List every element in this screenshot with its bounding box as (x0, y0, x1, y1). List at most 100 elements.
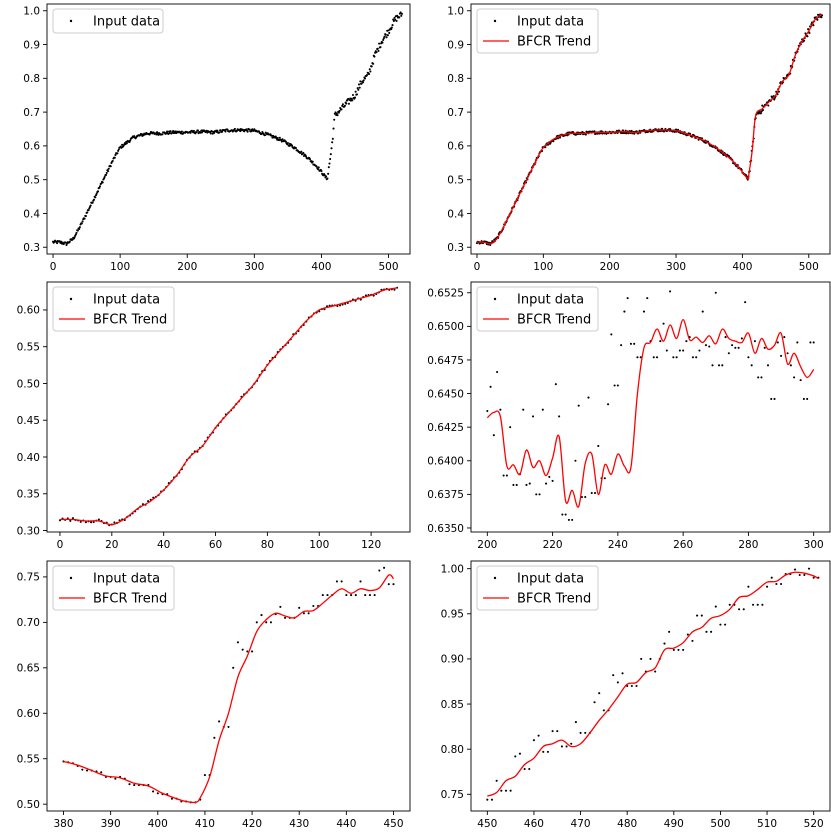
data-point (630, 129, 633, 132)
data-point (74, 233, 77, 236)
x-tick-label: 0 (57, 539, 64, 551)
data-point (128, 783, 131, 786)
data-point (812, 341, 815, 344)
data-point (724, 336, 727, 339)
data-point (721, 364, 724, 367)
data-point (766, 585, 769, 588)
data-point (200, 131, 204, 134)
data-point (621, 672, 624, 675)
data-point (357, 83, 361, 86)
data-point (317, 168, 320, 171)
data-point (302, 612, 305, 615)
legend-box (52, 565, 175, 611)
data-point (799, 379, 802, 382)
data-point (747, 356, 750, 359)
data-point (375, 51, 378, 54)
x-tick-label: 300 (804, 539, 824, 551)
x-tick-label: 300 (666, 261, 686, 273)
data-point (391, 24, 394, 27)
y-tick-label: 0.6475 (427, 355, 464, 367)
series-input-data (486, 290, 815, 521)
x-tick-label: 60 (209, 539, 222, 551)
data-point (678, 349, 681, 352)
x-tick-label: 450 (383, 818, 403, 830)
data-point (509, 789, 512, 792)
data-point (798, 573, 801, 577)
data-point (584, 133, 587, 136)
data-point (649, 657, 652, 660)
data-point (635, 684, 638, 688)
data-point (378, 569, 381, 572)
x-tick-label: 500 (710, 818, 730, 830)
data-point (357, 88, 360, 91)
chart-panel-4: 200 220 240 260 280 300 0.6350 0.6375 0.6400 0.64… (427, 281, 831, 551)
x-tick-label: 500 (379, 261, 399, 273)
data-point (724, 623, 727, 626)
data-point (338, 109, 341, 112)
data-point (714, 605, 717, 608)
data-point (180, 130, 183, 133)
legend-label-input-data: Input data (93, 293, 160, 308)
data-point (302, 151, 305, 154)
y-tick-label: 0.60 (17, 708, 40, 720)
data-point (73, 236, 76, 239)
data-point (806, 397, 809, 400)
data-point (331, 141, 334, 144)
data-point (383, 566, 386, 569)
data-point (109, 165, 112, 168)
data-point (663, 642, 666, 645)
y-tick-label: 0.6 (23, 141, 40, 153)
data-point (704, 344, 708, 347)
legend-box (476, 8, 599, 54)
data-point (528, 767, 531, 771)
data-point (224, 130, 227, 133)
data-point (325, 175, 328, 178)
data-point (584, 496, 587, 499)
data-point (602, 709, 605, 712)
data-point (307, 612, 310, 615)
data-point (770, 397, 773, 400)
legend-label-input-data: Input data (517, 293, 584, 308)
data-point (116, 152, 119, 155)
data-point (361, 81, 365, 84)
data-point (383, 35, 386, 38)
data-point (340, 580, 343, 583)
data-point (616, 384, 619, 387)
x-axis: 200 220 240 260 280 300 (477, 532, 824, 551)
data-point (531, 415, 535, 418)
x-tick-label: 200 (600, 261, 620, 273)
data-point (337, 111, 340, 114)
data-point (773, 98, 776, 101)
data-point (695, 356, 698, 359)
data-point (87, 209, 90, 212)
data-point (90, 521, 93, 524)
series-bfcr-trend-line (63, 574, 394, 804)
data-point (616, 681, 619, 684)
data-point (366, 73, 369, 77)
data-point (659, 340, 662, 343)
data-point (351, 93, 355, 97)
data-point (363, 77, 367, 80)
data-point (335, 580, 338, 583)
data-point (700, 614, 703, 617)
data-point (133, 784, 136, 787)
data-point (535, 493, 538, 496)
data-point (662, 322, 665, 325)
data-point (216, 129, 219, 132)
data-point (515, 483, 518, 487)
plot-area (62, 566, 395, 804)
data-point (760, 110, 763, 113)
data-point (81, 768, 84, 771)
data-point (701, 310, 704, 313)
legend-marker-points (493, 19, 497, 23)
data-point (351, 99, 354, 102)
x-axis: 0 100 200 300 400 500 (50, 254, 399, 273)
data-point (192, 129, 195, 132)
data-point (786, 352, 789, 355)
x-tick-label: 240 (608, 539, 628, 551)
data-point (633, 342, 636, 345)
data-point (753, 340, 756, 343)
x-tick-label: 100 (309, 539, 329, 551)
y-tick-label: 0.50 (17, 378, 40, 390)
data-point (691, 639, 694, 642)
